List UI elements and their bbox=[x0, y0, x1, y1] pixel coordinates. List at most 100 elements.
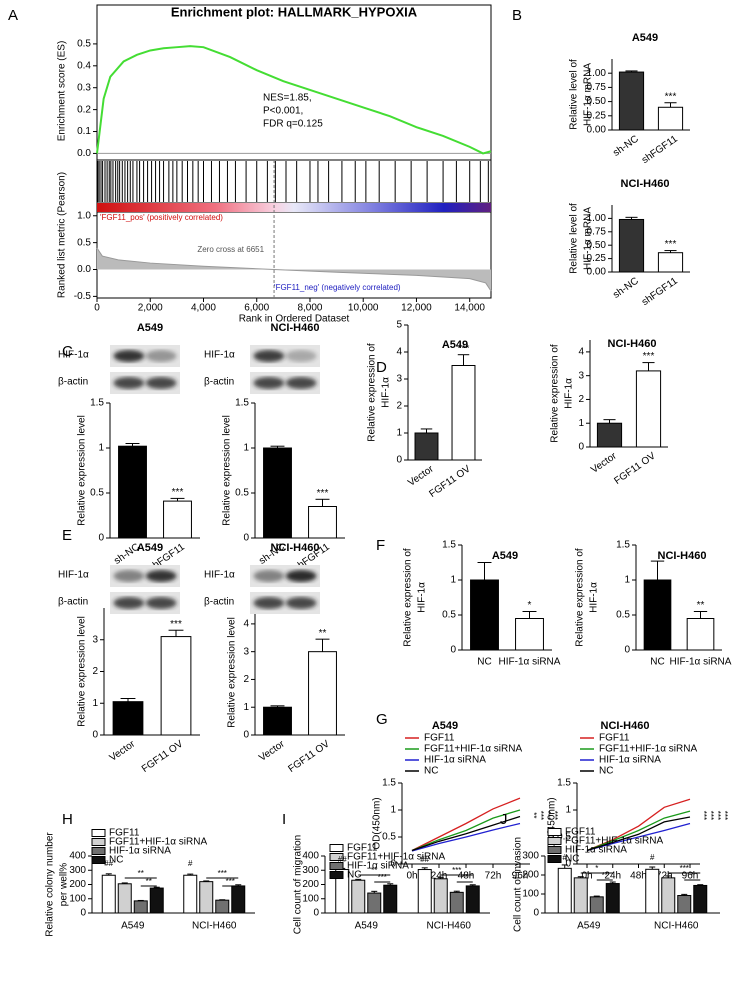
panel-letter: H bbox=[62, 811, 73, 828]
bar bbox=[686, 618, 715, 651]
y-tick-label: 0 bbox=[624, 645, 630, 656]
panel-letter: D bbox=[376, 359, 387, 376]
annotation: FDR q=0.125 bbox=[263, 119, 323, 130]
y-axis-label: Relative expression level bbox=[222, 415, 233, 526]
y-tick-label: 1.5 bbox=[557, 778, 571, 789]
legend-swatch bbox=[91, 856, 106, 864]
panel-letter: E bbox=[62, 527, 72, 544]
significance: # bbox=[650, 853, 655, 862]
legend-swatch bbox=[547, 846, 562, 854]
x-tick-label: 10,000 bbox=[348, 303, 379, 314]
y-tick-label: 100 bbox=[302, 893, 319, 904]
y-tick-label: 0.00 bbox=[587, 267, 607, 278]
x-tick-label: 0h bbox=[581, 871, 592, 882]
blot-band bbox=[145, 597, 177, 609]
y-axis-label: HIF-1α bbox=[564, 378, 575, 409]
chart-title: A549 bbox=[492, 550, 518, 562]
legend-label: HIF-1α siRNA bbox=[565, 845, 627, 856]
significance: *** bbox=[550, 811, 559, 820]
x-tick-label: A549 bbox=[121, 921, 145, 932]
annotation: NES=1.85, bbox=[263, 93, 312, 104]
bar bbox=[515, 618, 544, 651]
y-axis-label: Relative level of bbox=[569, 59, 580, 130]
panel-letter: A bbox=[8, 7, 18, 24]
x-tick-label: Vector bbox=[406, 463, 436, 489]
y-axis-label: Enrichment score (ES) bbox=[57, 41, 68, 142]
y-tick-label: 200 bbox=[522, 870, 539, 881]
bar bbox=[414, 432, 439, 461]
bar bbox=[589, 896, 604, 914]
bar bbox=[263, 447, 292, 539]
x-tick-label: 2,000 bbox=[138, 303, 163, 314]
bar bbox=[645, 868, 660, 914]
chart-title: A549 bbox=[442, 339, 468, 351]
x-tick-label: HIF-1α siRNA bbox=[499, 657, 561, 668]
bar bbox=[308, 506, 337, 539]
blot-label: β-actin bbox=[58, 377, 88, 388]
y-tick-label: 0.75 bbox=[587, 82, 607, 93]
bar bbox=[451, 365, 476, 461]
y-axis-label: Relative expression level bbox=[77, 415, 88, 526]
rank-band bbox=[97, 203, 491, 212]
blot-band bbox=[253, 597, 285, 609]
y-axis-label: Relative level of bbox=[569, 203, 580, 274]
bar bbox=[605, 883, 620, 914]
y-tick-label: 300 bbox=[522, 851, 539, 862]
y-tick-label: 0 bbox=[98, 533, 104, 544]
legend-swatch bbox=[91, 838, 106, 846]
x-tick-label: NCI-H460 bbox=[427, 921, 472, 932]
bar bbox=[661, 877, 676, 914]
bar bbox=[677, 895, 692, 914]
bar bbox=[433, 878, 448, 914]
x-tick-label: 4,000 bbox=[191, 303, 216, 314]
y-tick-label: 1.5 bbox=[616, 540, 630, 551]
y-axis-label: HIF-1α bbox=[589, 582, 600, 613]
y-tick-label: 0.00 bbox=[587, 125, 607, 136]
significance: * bbox=[691, 871, 694, 880]
blot-band bbox=[285, 570, 317, 582]
blot-band bbox=[113, 570, 145, 582]
y-tick-label: 0.0 bbox=[77, 264, 91, 275]
x-tick-label: 96h bbox=[682, 871, 699, 882]
y-tick-label: 1 bbox=[92, 698, 98, 709]
y-tick-label: 0 bbox=[396, 455, 402, 466]
x-tick-label: HIF-1α siRNA bbox=[670, 657, 732, 668]
panel-letter: J bbox=[500, 811, 508, 828]
y-tick-label: 0.1 bbox=[77, 126, 91, 137]
y-tick-label: 0.5 bbox=[235, 488, 249, 499]
x-tick-label: shFGF11 bbox=[640, 133, 680, 166]
y-tick-label: 300 bbox=[69, 865, 86, 876]
y-tick-label: 0 bbox=[533, 908, 539, 919]
bar bbox=[231, 885, 246, 914]
x-tick-label: A549 bbox=[577, 921, 601, 932]
blot-label: β-actin bbox=[58, 597, 88, 608]
y-tick-label: 1.5 bbox=[382, 778, 396, 789]
significance: *** bbox=[317, 488, 329, 499]
significance: *** bbox=[680, 864, 689, 873]
significance: *** bbox=[706, 811, 715, 820]
significance: *** bbox=[226, 877, 235, 886]
significance: *** bbox=[665, 239, 677, 250]
bar bbox=[449, 891, 464, 914]
x-tick-label: 0h bbox=[406, 871, 417, 882]
bar bbox=[133, 900, 148, 914]
y-tick-label: 3 bbox=[396, 374, 402, 385]
blot-label: β-actin bbox=[204, 377, 234, 388]
y-tick-label: 200 bbox=[69, 879, 86, 890]
significance: *** bbox=[458, 343, 470, 354]
legend-label: HIF-1α siRNA bbox=[347, 861, 409, 872]
significance: ## bbox=[338, 855, 347, 864]
x-tick-label: 14,000 bbox=[454, 303, 485, 314]
significance: ** bbox=[319, 628, 327, 639]
y-tick-label: 4 bbox=[578, 347, 584, 358]
legend-swatch bbox=[329, 853, 344, 861]
y-tick-label: 0.75 bbox=[587, 226, 607, 237]
bar bbox=[308, 651, 337, 736]
significance: *** bbox=[536, 811, 545, 820]
y-tick-label: 0 bbox=[243, 533, 249, 544]
y-axis-label: Relative expression of bbox=[575, 548, 586, 647]
y-tick-label: 0.5 bbox=[77, 39, 91, 50]
significance: ** bbox=[602, 871, 608, 880]
x-tick-label: Vector bbox=[257, 738, 287, 764]
